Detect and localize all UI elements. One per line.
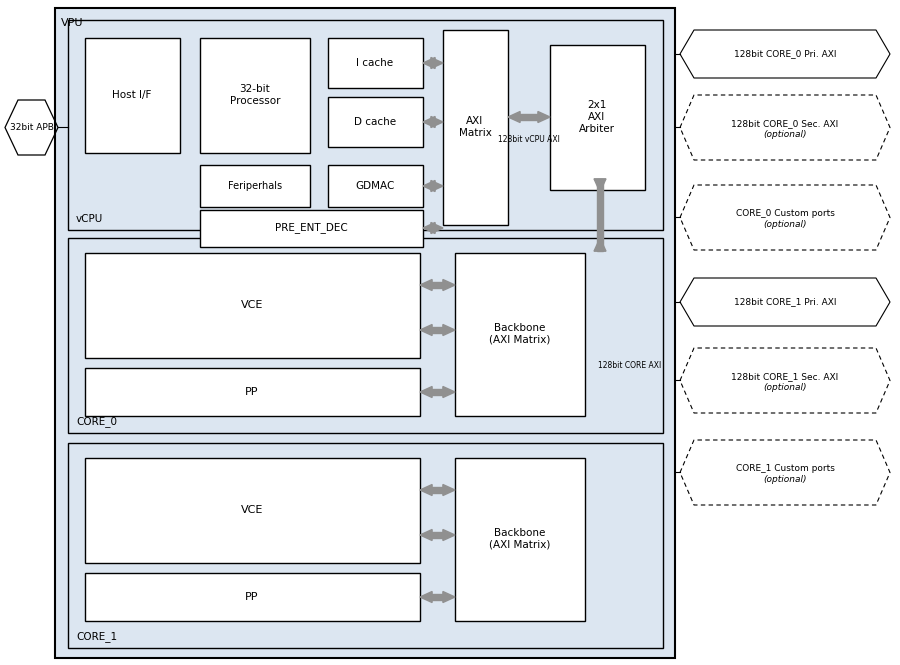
Bar bbox=[432, 487, 443, 493]
Polygon shape bbox=[420, 529, 432, 541]
Polygon shape bbox=[420, 386, 432, 398]
Bar bbox=[328, 97, 423, 147]
Text: GDMAC: GDMAC bbox=[356, 181, 395, 191]
Text: PP: PP bbox=[245, 592, 259, 602]
Text: PP: PP bbox=[245, 387, 259, 397]
Text: (optional): (optional) bbox=[763, 475, 806, 484]
Bar bbox=[200, 38, 310, 153]
Text: CORE_1 Custom ports: CORE_1 Custom ports bbox=[735, 464, 834, 473]
Text: VPU: VPU bbox=[61, 18, 84, 28]
Bar bbox=[431, 184, 435, 189]
Text: AXI
Matrix: AXI Matrix bbox=[459, 116, 491, 138]
Polygon shape bbox=[443, 386, 455, 398]
Text: 128bit CORE_0 Sec. AXI: 128bit CORE_0 Sec. AXI bbox=[732, 119, 839, 128]
Text: 128bit vCPU AXI: 128bit vCPU AXI bbox=[498, 136, 560, 144]
Polygon shape bbox=[431, 116, 443, 128]
Bar bbox=[432, 282, 443, 288]
Polygon shape bbox=[420, 279, 432, 291]
Polygon shape bbox=[423, 116, 435, 128]
Polygon shape bbox=[443, 325, 455, 336]
Bar bbox=[85, 38, 180, 153]
Text: 128bit CORE_1 Sec. AXI: 128bit CORE_1 Sec. AXI bbox=[732, 372, 839, 381]
Text: 32-bit
Processor: 32-bit Processor bbox=[230, 84, 280, 106]
Polygon shape bbox=[423, 180, 435, 192]
Bar bbox=[85, 573, 420, 621]
Bar bbox=[432, 389, 443, 395]
Bar bbox=[328, 38, 423, 88]
Bar bbox=[431, 225, 435, 231]
Polygon shape bbox=[508, 112, 520, 122]
Bar bbox=[455, 458, 585, 621]
Text: (optional): (optional) bbox=[763, 130, 806, 139]
Text: Backbone
(AXI Matrix): Backbone (AXI Matrix) bbox=[490, 528, 551, 550]
Text: 32bit APB: 32bit APB bbox=[10, 123, 53, 132]
Polygon shape bbox=[420, 325, 432, 336]
Polygon shape bbox=[431, 180, 443, 192]
Bar bbox=[520, 114, 538, 120]
Polygon shape bbox=[594, 179, 606, 192]
Polygon shape bbox=[420, 485, 432, 495]
Text: 2x1
AXI
Arbiter: 2x1 AXI Arbiter bbox=[579, 100, 615, 134]
Polygon shape bbox=[420, 591, 432, 602]
Bar bbox=[432, 595, 443, 600]
Bar bbox=[431, 119, 435, 125]
Text: Host I/F: Host I/F bbox=[112, 90, 152, 100]
Text: Backbone
(AXI Matrix): Backbone (AXI Matrix) bbox=[490, 323, 551, 344]
Bar bbox=[443, 30, 508, 225]
Text: VCE: VCE bbox=[241, 505, 263, 515]
Polygon shape bbox=[423, 223, 435, 233]
Bar bbox=[85, 368, 420, 416]
Text: I cache: I cache bbox=[356, 58, 393, 68]
Polygon shape bbox=[431, 223, 443, 233]
Polygon shape bbox=[443, 529, 455, 541]
Text: 128bit CORE_1 Pri. AXI: 128bit CORE_1 Pri. AXI bbox=[734, 297, 836, 307]
Polygon shape bbox=[594, 238, 606, 251]
Bar bbox=[432, 327, 443, 332]
Bar bbox=[200, 210, 423, 247]
Text: Feriperhals: Feriperhals bbox=[228, 181, 282, 191]
Text: CORE_0 Custom ports: CORE_0 Custom ports bbox=[735, 209, 834, 218]
Polygon shape bbox=[443, 279, 455, 291]
Bar bbox=[55, 8, 675, 658]
Bar bbox=[68, 443, 663, 648]
Polygon shape bbox=[423, 57, 435, 68]
Bar bbox=[85, 458, 420, 563]
Text: (optional): (optional) bbox=[763, 220, 806, 229]
Bar bbox=[68, 20, 663, 230]
Bar bbox=[85, 253, 420, 358]
Text: VCE: VCE bbox=[241, 300, 263, 310]
Text: PRE_ENT_DEC: PRE_ENT_DEC bbox=[274, 223, 347, 233]
Polygon shape bbox=[443, 485, 455, 495]
Text: CORE_0: CORE_0 bbox=[76, 416, 117, 427]
Bar bbox=[597, 179, 603, 251]
Bar bbox=[200, 165, 310, 207]
Text: (optional): (optional) bbox=[763, 383, 806, 392]
Bar bbox=[455, 253, 585, 416]
Text: D cache: D cache bbox=[354, 117, 396, 127]
Bar bbox=[550, 45, 645, 190]
Text: vCPU: vCPU bbox=[76, 214, 104, 224]
Bar bbox=[68, 238, 663, 433]
Polygon shape bbox=[431, 57, 443, 68]
Text: 128bit CORE AXI: 128bit CORE AXI bbox=[598, 360, 662, 370]
Bar bbox=[432, 532, 443, 538]
Bar bbox=[328, 165, 423, 207]
Polygon shape bbox=[538, 112, 550, 122]
Text: 128bit CORE_0 Pri. AXI: 128bit CORE_0 Pri. AXI bbox=[734, 49, 836, 59]
Polygon shape bbox=[443, 591, 455, 602]
Text: CORE_1: CORE_1 bbox=[76, 631, 117, 642]
Bar bbox=[431, 61, 435, 66]
